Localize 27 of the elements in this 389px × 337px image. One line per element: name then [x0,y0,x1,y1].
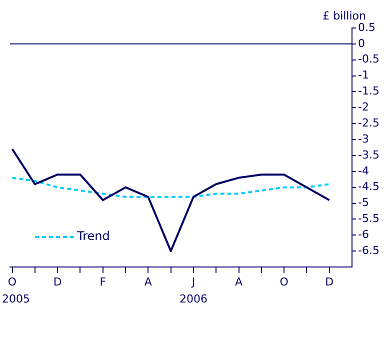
x-tick-label: A [234,275,243,288]
y-tick-label: -5.5 [358,212,380,226]
y-tick-label: -4 [358,164,369,178]
y-tick-label: -6 [358,228,369,241]
x-tick-label: O [280,275,289,288]
y-tick-label: -3.5 [358,148,380,162]
y-tick-label: -4.5 [358,180,380,194]
y-tick-label: -0.5 [358,52,380,66]
x-tick-label: D [325,275,334,288]
x-tick-label: D [53,275,62,288]
y-tick-label: -1 [358,68,369,82]
y-tick-label: -5 [358,196,369,210]
y-tick-label: 0.5 [358,20,376,34]
y-axis-title: £ billion [322,9,366,22]
x-tick-label: F [100,275,106,288]
text: 2005 [2,292,30,306]
x-tick-label: A [144,275,152,288]
y-tick-label: -3 [358,132,369,146]
y-tick-label: -6.5 [358,244,380,257]
y-tick-label: 0 [358,36,365,50]
x-tick-label: O [8,275,17,288]
y-tick-label: -2 [358,100,369,114]
y-tick-label: -2.5 [358,116,380,130]
legend-label: Trend [76,229,110,244]
y-tick-label: -1.5 [358,84,380,98]
text: 2006 [179,292,208,306]
x-tick-label: J [190,275,196,288]
